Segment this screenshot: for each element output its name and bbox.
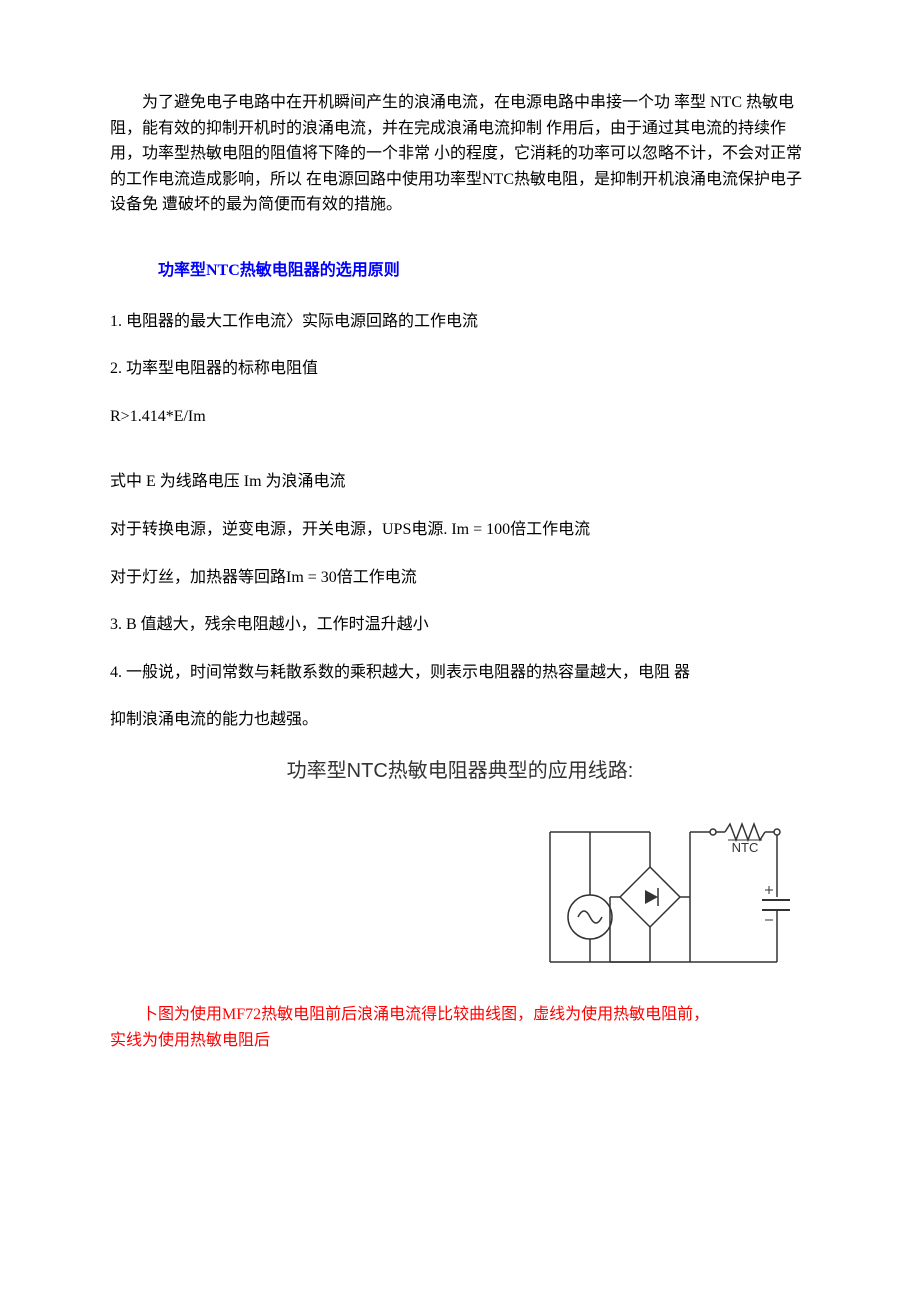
ntc-label: NTC bbox=[732, 840, 759, 855]
ntc-resistor-icon bbox=[725, 824, 765, 840]
circuit-diagram-title: 功率型NTC热敏电阻器典型的应用线路: bbox=[110, 755, 810, 787]
principle-item-4: 4. 一般说，时间常数与耗散系数的乘积越大，则表示电阻器的热容量越大，电阻 器 bbox=[110, 660, 810, 686]
formula-explanation: 式中 E 为线路电压 Im 为浪涌电流 bbox=[110, 469, 810, 495]
circuit-svg: NTC bbox=[530, 802, 790, 992]
principle-item-3: 3. B 值越大，残余电阻越小，工作时温升越小 bbox=[110, 612, 810, 638]
comparison-note-line1: 卜图为使用MF72热敏电阻前后浪涌电流得比较曲线图，虚线为使用热敏电阻前， bbox=[110, 1002, 810, 1028]
principle-item-4-cont: 抑制浪涌电流的能力也越强。 bbox=[110, 707, 810, 733]
principle-item-2: 2. 功率型电阻器的标称电阻值 bbox=[110, 356, 810, 382]
diode-icon bbox=[645, 890, 658, 904]
principle-item-1: 1. 电阻器的最大工作电流〉实际电源回路的工作电流 bbox=[110, 309, 810, 335]
intro-paragraph: 为了避免电子电路中在开机瞬间产生的浪涌电流，在电源电路中串接一个功 率型 NTC… bbox=[110, 90, 810, 218]
formula: R>1.414*E/Im bbox=[110, 404, 810, 430]
terminal-icon bbox=[774, 829, 780, 835]
circuit-diagram: NTC bbox=[110, 802, 810, 992]
selection-principles-heading: 功率型NTC热敏电阻器的选用原则 bbox=[110, 258, 810, 284]
conversion-ps-note: 对于转换电源，逆变电源，开关电源，UPS电源. Im = 100倍工作电流 bbox=[110, 517, 810, 543]
ac-sine-icon bbox=[578, 911, 602, 923]
comparison-note-line2: 实线为使用热敏电阻后 bbox=[110, 1028, 810, 1054]
terminal-icon bbox=[710, 829, 716, 835]
filament-note: 对于灯丝，加热器等回路Im = 30倍工作电流 bbox=[110, 565, 810, 591]
